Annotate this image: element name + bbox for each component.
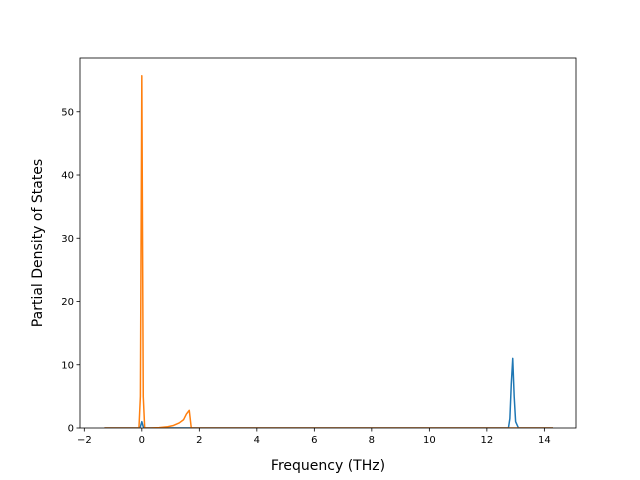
x-tick-label: 10: [423, 435, 436, 446]
x-tick-label: −2: [77, 435, 92, 446]
series-line-1: [104, 74, 553, 428]
y-tick-label: 50: [61, 107, 74, 118]
x-tick-label: 6: [311, 435, 317, 446]
series-layer: [104, 74, 553, 428]
x-tick-label: 14: [538, 435, 551, 446]
plot-frame: [79, 57, 577, 429]
y-tick-label: 10: [61, 360, 74, 371]
x-tick-label: 12: [480, 435, 493, 446]
x-axis-title: Frequency (THz): [271, 458, 385, 474]
y-tick-label: 0: [68, 424, 74, 435]
x-tick-label: 2: [196, 435, 202, 446]
y-tick-label: 30: [61, 234, 74, 245]
series-line-0: [104, 357, 553, 428]
x-tick-label: 0: [139, 435, 145, 446]
y-tick-label: 40: [61, 171, 74, 182]
y-tick-label: 20: [61, 297, 74, 308]
y-axis-title: Partial Density of States: [30, 159, 46, 327]
x-tick-label: 8: [369, 435, 375, 446]
x-tick-label: 4: [254, 435, 260, 446]
